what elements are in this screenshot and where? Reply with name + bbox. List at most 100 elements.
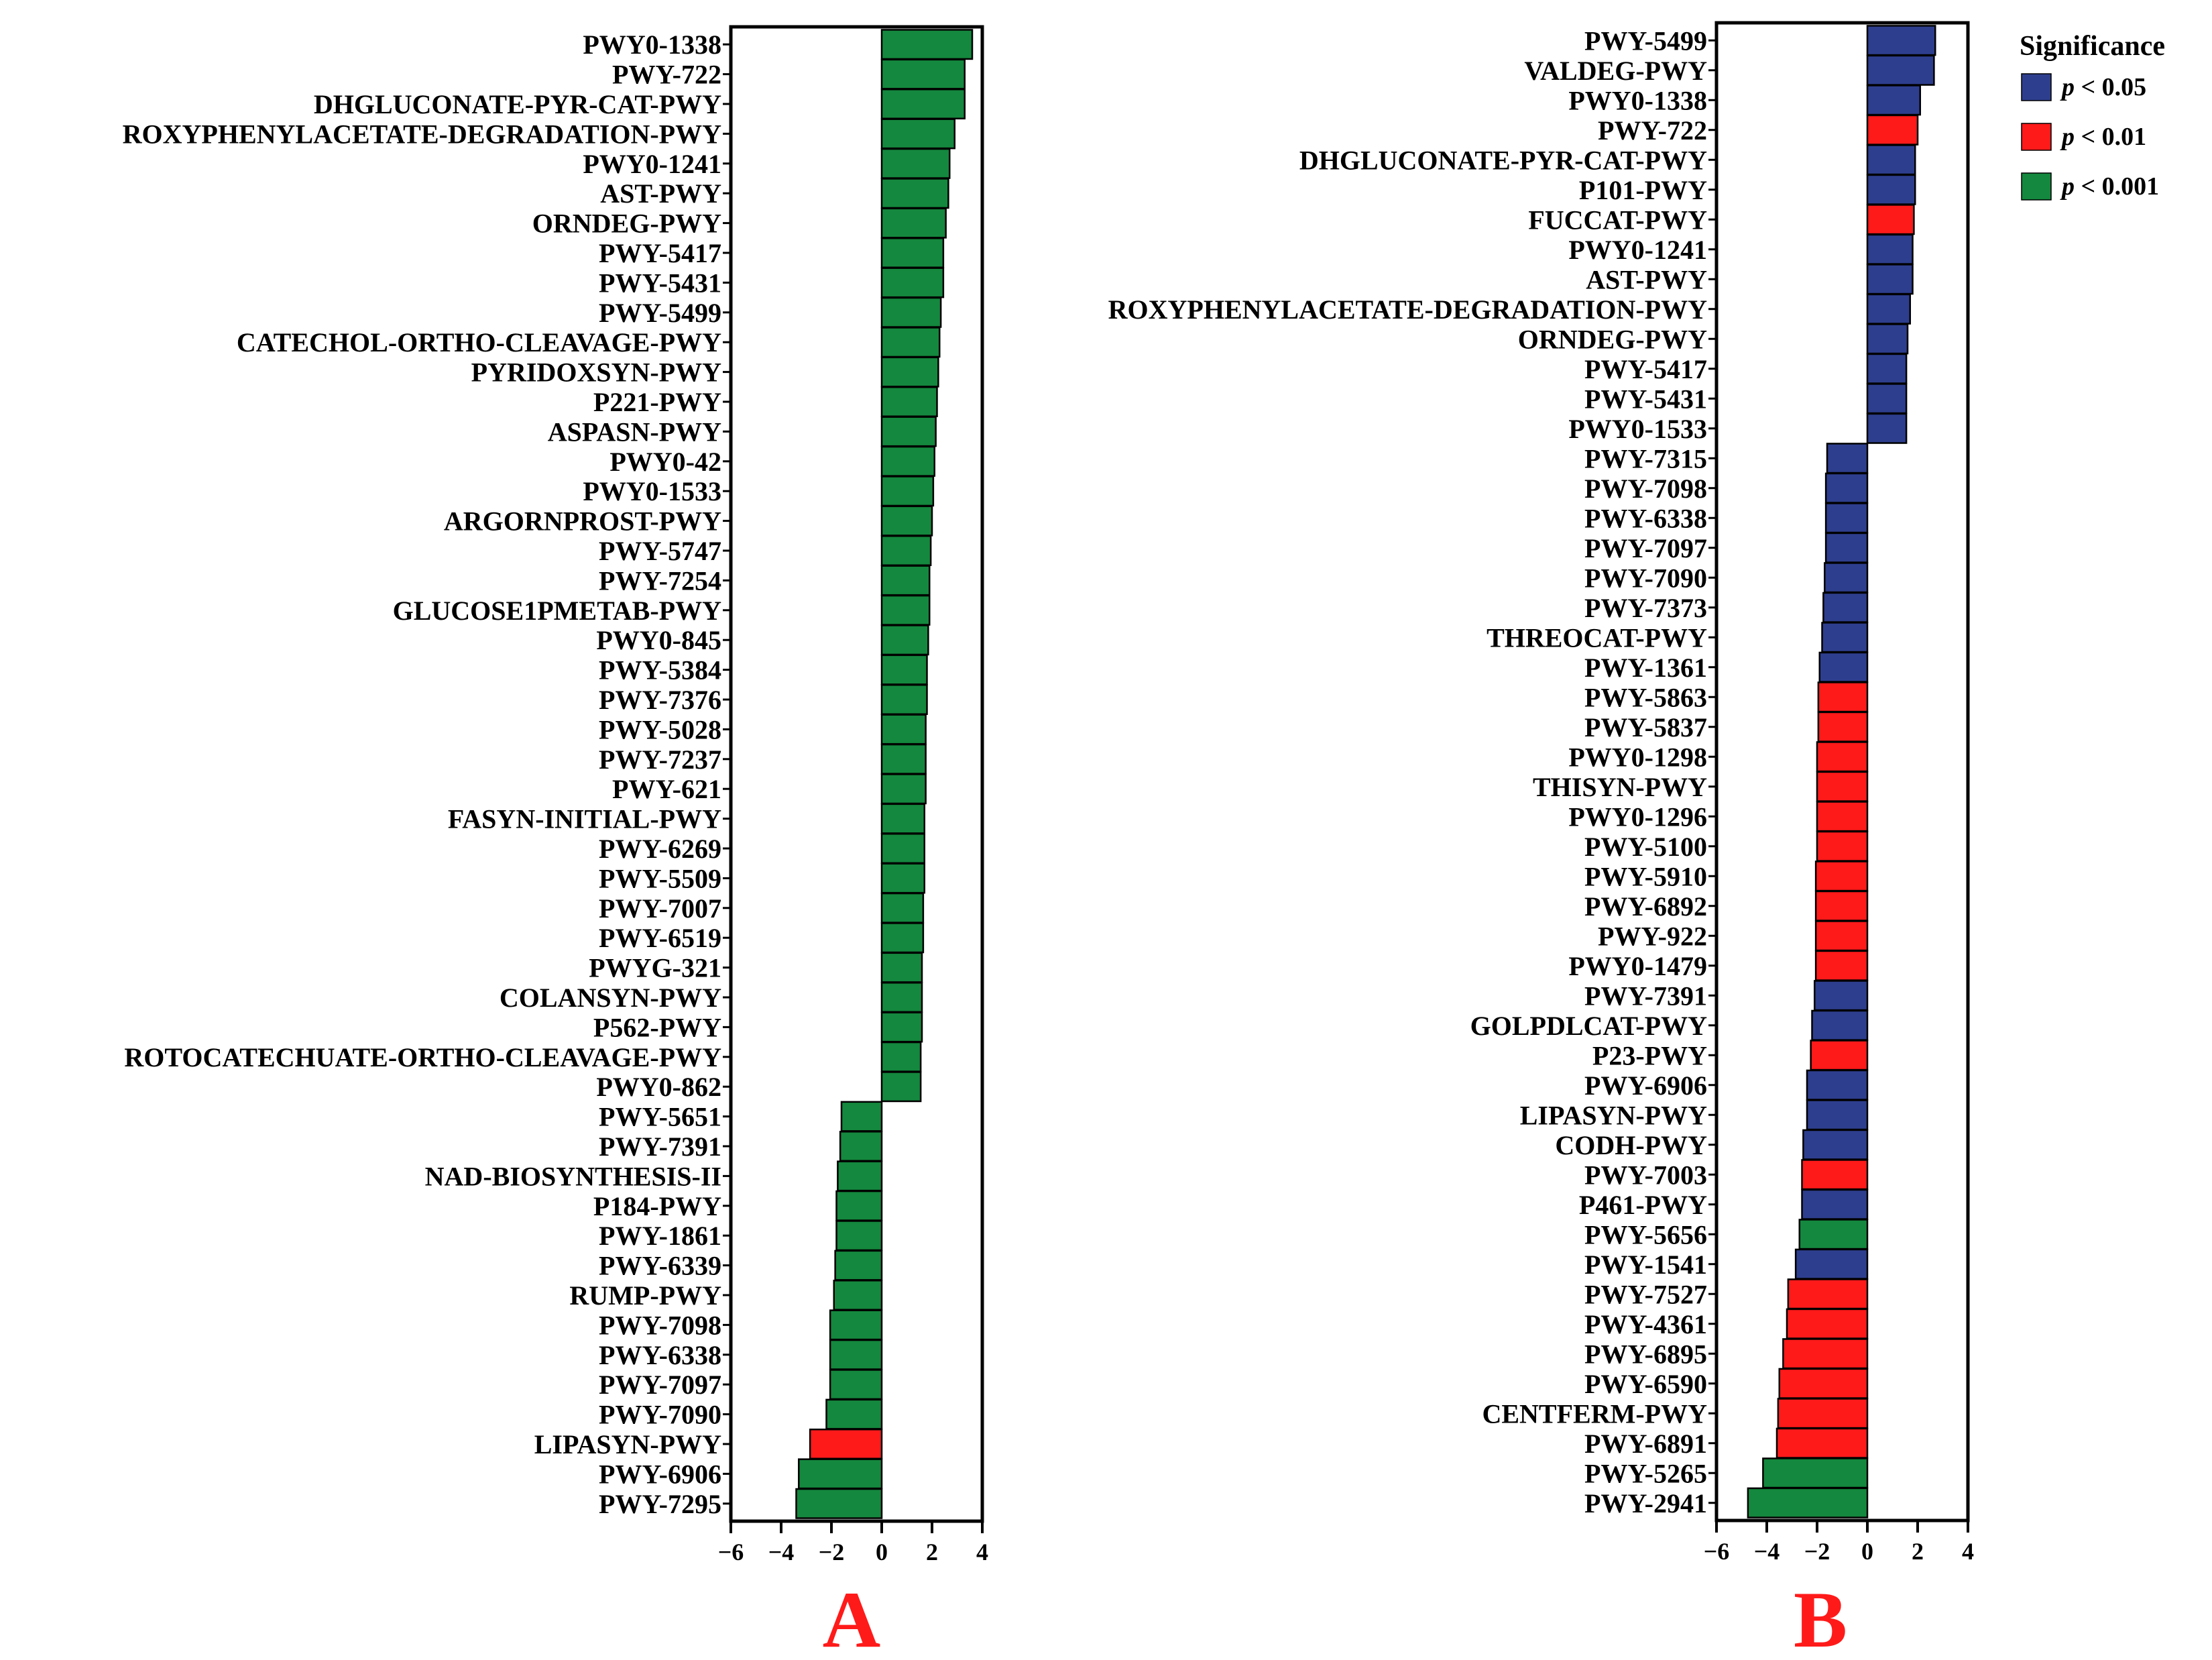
- category-label: PWY-5499: [1584, 25, 1707, 56]
- category-label: ORNDEG-PWY: [1518, 324, 1707, 354]
- bar-pwy-1361: [1818, 651, 1869, 683]
- bar-codh-pwy: [1802, 1129, 1869, 1160]
- category-label: PWY-6892: [1584, 891, 1707, 922]
- category-label: PWY0-1296: [1568, 801, 1707, 832]
- bar-pwy-6338: [1824, 502, 1869, 534]
- bar-pwy-7003: [1801, 1159, 1869, 1191]
- bar-dhgluconate-pyr-cat-pwy: [880, 88, 966, 120]
- plot-frame: [1714, 21, 1970, 1523]
- category-label: P184-PWY: [593, 1191, 721, 1221]
- bar-aspasn-pwy: [880, 416, 937, 447]
- category-label: THREOCAT-PWY: [1487, 622, 1707, 653]
- bar-pwy-5028: [880, 714, 927, 745]
- bar-pwy-7254: [880, 565, 931, 596]
- x-tick-label: −6: [1704, 1538, 1730, 1565]
- bar-pwy-7295: [795, 1488, 883, 1519]
- bar-pwy0-42: [880, 445, 935, 477]
- category-label: PWY0-1241: [1568, 235, 1707, 265]
- bar-argornprost-pwy: [880, 505, 933, 537]
- bar-pwy-621: [880, 773, 927, 805]
- bar-pwy-7098: [829, 1309, 883, 1341]
- panel-a-chart: PWY0-1338PWY-722DHGLUCONATE-PYR-CAT-PWYR…: [123, 25, 988, 1660]
- category-label: PWY-5417: [1584, 354, 1707, 384]
- category-label: PWY-722: [612, 60, 721, 90]
- category-label: PWY-7237: [599, 744, 721, 775]
- bar-pwy0-1241: [1866, 233, 1914, 265]
- category-label: VALDEG-PWY: [1524, 56, 1707, 86]
- category-label: PWY-1361: [1584, 653, 1707, 683]
- category-label: PWY-6590: [1584, 1369, 1707, 1399]
- bar-p23-pwy: [1810, 1040, 1869, 1071]
- bar-ast-pwy: [1866, 264, 1914, 295]
- bar-pwy-5431: [1866, 383, 1908, 414]
- bar-pwy-7376: [880, 683, 928, 716]
- bar-centferm-pwy: [1777, 1398, 1869, 1429]
- bar-pwy-6338: [829, 1339, 883, 1370]
- category-label: PWY-5651: [599, 1102, 721, 1132]
- category-label: PWY-1541: [1584, 1250, 1707, 1280]
- bar-pwyg-321: [880, 952, 923, 983]
- bar-roxyphenylacetate-degradation-pwy: [880, 118, 955, 150]
- category-label: PWY-7098: [1584, 474, 1707, 504]
- bar-ast-pwy: [880, 178, 949, 209]
- category-label: PWY0-1338: [1568, 85, 1707, 115]
- x-tick-label: 0: [1861, 1538, 1873, 1565]
- category-label: PWY-6338: [599, 1340, 721, 1370]
- bar-pwy-5910: [1814, 861, 1869, 892]
- category-label: ARGORNPROST-PWY: [444, 506, 721, 537]
- x-tick-label: 4: [976, 1539, 988, 1565]
- bar-pwy-7391: [1814, 980, 1869, 1011]
- bar-p461-pwy: [1801, 1188, 1869, 1220]
- bar-golpdlcat-pwy: [1811, 1009, 1869, 1041]
- category-label: PWY-6269: [599, 834, 721, 864]
- category-label: PWY0-1241: [583, 149, 721, 179]
- category-label: PWY-5265: [1584, 1458, 1707, 1488]
- bar-pwy0-1241: [880, 148, 951, 179]
- category-label: PWY0-1533: [583, 476, 721, 506]
- category-label: AST-PWY: [1586, 264, 1707, 294]
- bar-pwy-1541: [1794, 1248, 1869, 1280]
- category-label: ROXYPHENYLACETATE-DEGRADATION-PWY: [1108, 294, 1707, 325]
- category-label: PWY-4361: [1584, 1309, 1707, 1339]
- category-label: PWY-5509: [599, 863, 721, 893]
- category-label: PWY-7295: [599, 1489, 721, 1519]
- bar-pwy-7315: [1826, 443, 1869, 474]
- category-label: PWY-7090: [1584, 563, 1707, 593]
- plot-frame: [729, 25, 984, 1523]
- bar-pwy-5384: [880, 654, 928, 685]
- category-label: P101-PWY: [1579, 175, 1707, 205]
- bar-pwy-922: [1814, 920, 1869, 952]
- bar-fuccat-pwy: [1866, 204, 1915, 235]
- bar-pwy-7090: [825, 1398, 883, 1430]
- bar-dhgluconate-pyr-cat-pwy: [1866, 144, 1916, 176]
- category-label: PWY-722: [1598, 115, 1707, 146]
- x-tick-label: 0: [876, 1539, 888, 1565]
- bar-lipasyn-pwy: [1806, 1099, 1869, 1131]
- category-label: PWY-6338: [1584, 503, 1707, 533]
- category-label: PWY-5910: [1584, 861, 1707, 891]
- panel-label: A: [823, 1575, 881, 1660]
- category-label: GLUCOSE1PMETAB-PWY: [393, 596, 722, 626]
- bar-pwy-2941: [1747, 1487, 1869, 1518]
- bar-roxyphenylacetate-degradation-pwy: [1866, 293, 1911, 325]
- bar-glucose1pmetab-pwy: [880, 594, 931, 626]
- panel-b-chart: PWY-5499VALDEG-PWYPWY0-1338PWY-722DHGLUC…: [1108, 21, 1974, 1660]
- x-tick-label: 2: [926, 1539, 938, 1565]
- category-label: PWY-5499: [599, 298, 721, 328]
- category-label: PWYG-321: [589, 953, 721, 983]
- legend-swatch: [2021, 73, 2052, 101]
- bar-pwy-7098: [1824, 472, 1869, 504]
- bar-pwy-5417: [880, 237, 945, 269]
- category-label: PWY-7391: [599, 1131, 721, 1162]
- category-label: PWY-7003: [1584, 1160, 1707, 1190]
- category-label: THISYN-PWY: [1533, 772, 1707, 802]
- category-label: ORNDEG-PWY: [532, 209, 721, 239]
- category-label: P23-PWY: [1592, 1040, 1707, 1070]
- category-label: PWY-5384: [599, 655, 721, 685]
- category-label: DHGLUCONATE-PYR-CAT-PWY: [1299, 145, 1707, 175]
- legend-label: p < 0.05: [2060, 73, 2146, 101]
- category-label: ASPASN-PWY: [548, 417, 721, 447]
- category-label: PWY-7097: [599, 1370, 721, 1400]
- bar-pwy0-1479: [1814, 950, 1869, 981]
